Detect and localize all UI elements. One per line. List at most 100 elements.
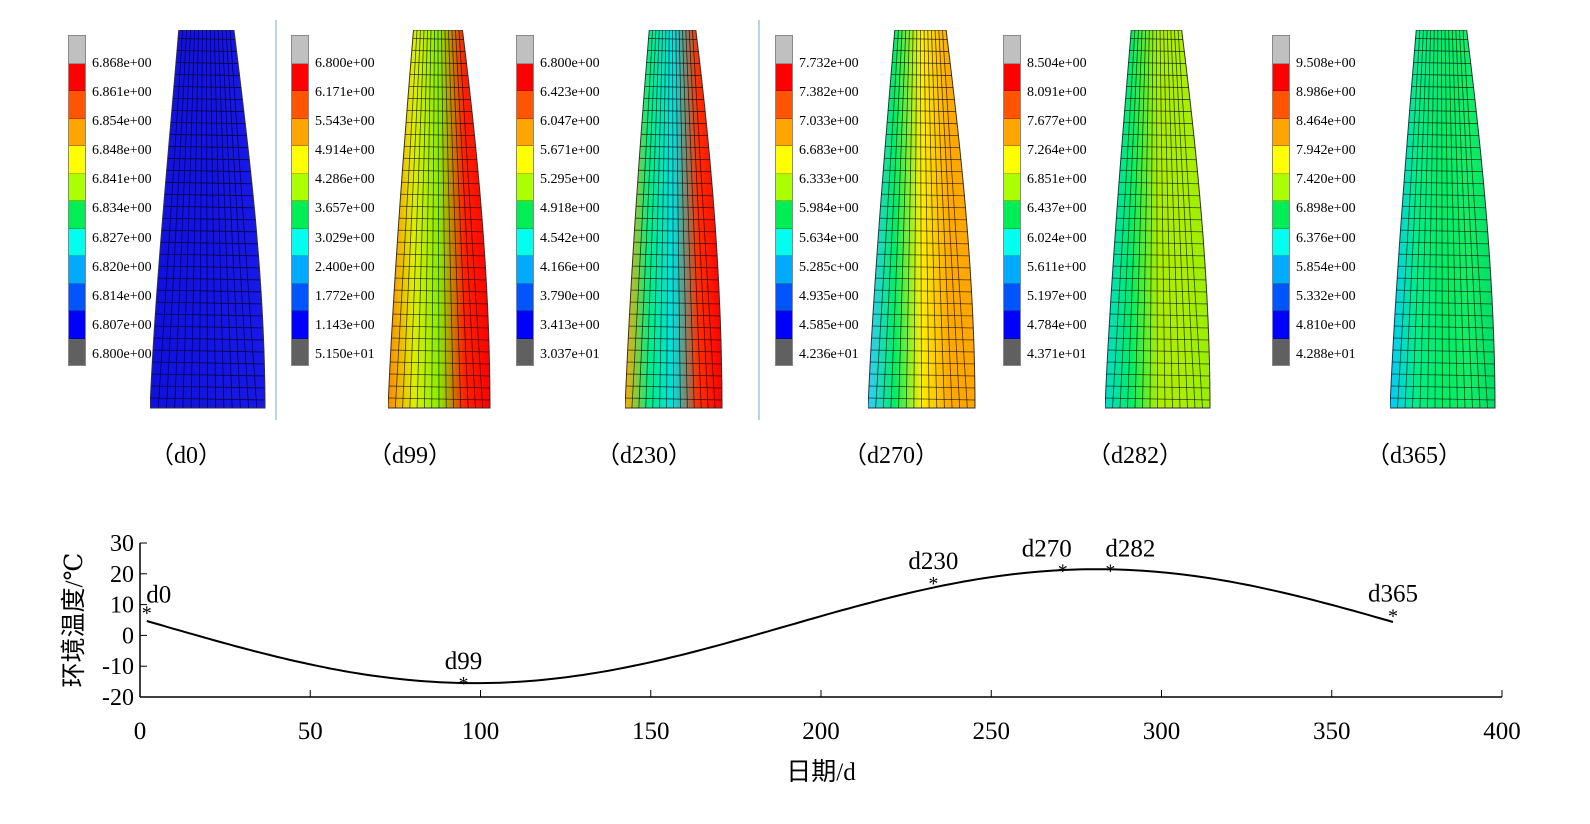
dam-contour-d270 <box>868 30 976 409</box>
colorbar-label: 4.236e+01 <box>799 346 859 362</box>
colorbar-label: 6.024e+00 <box>1027 230 1087 246</box>
colorbar-label: 6.683e+00 <box>799 143 859 159</box>
colorbar-label: 7.033e+00 <box>799 114 859 130</box>
y-tick-label: -20 <box>102 685 134 711</box>
colorbar <box>775 35 793 366</box>
x-tick-label: 0 <box>134 718 147 745</box>
colorbar-label: 7.677e+00 <box>1027 114 1087 130</box>
colorbar-swatch <box>776 118 792 146</box>
data-point-label: d99 <box>445 648 483 675</box>
colorbar-label: 6.423e+00 <box>540 85 600 101</box>
colorbar-label: 5.634e+00 <box>799 230 859 246</box>
colorbar-label: 4.810e+00 <box>1296 317 1356 333</box>
x-tick-label: 300 <box>1143 718 1181 745</box>
colorbar-label: 8.986e+00 <box>1296 85 1356 101</box>
colorbar-label: 7.420e+00 <box>1296 172 1356 188</box>
colorbar-label: 5.854e+00 <box>1296 259 1356 275</box>
colorbar-label: 3.037e+01 <box>540 346 600 362</box>
data-point-label: d230 <box>908 548 958 575</box>
colorbar-swatch <box>517 256 533 284</box>
colorbar-label: 6.800e+00 <box>92 346 152 362</box>
colorbar-swatch <box>1004 228 1020 256</box>
colorbar-swatch <box>1004 36 1020 64</box>
colorbar-label: 6.848e+00 <box>92 143 152 159</box>
x-tick-label: 200 <box>802 718 840 745</box>
dam-contour-d99 <box>388 30 491 409</box>
colorbar-swatch <box>1004 63 1020 91</box>
colorbar-swatch <box>1273 173 1289 201</box>
colorbar-swatch <box>517 173 533 201</box>
colorbar-swatch <box>292 256 308 284</box>
colorbar-swatch <box>292 338 308 365</box>
colorbar-swatch <box>1004 91 1020 119</box>
x-tick-label: 150 <box>632 718 670 745</box>
colorbar-label: 5.611e+00 <box>1027 259 1087 275</box>
colorbar-swatch <box>776 201 792 229</box>
colorbar-label: 5.671e+00 <box>540 143 600 159</box>
data-point-marker: * <box>1105 561 1115 583</box>
panel-caption: （d99） <box>368 443 452 469</box>
colorbar-label: 6.807e+00 <box>92 317 152 333</box>
colorbar-label: 3.413e+00 <box>540 317 600 333</box>
data-point-marker: * <box>1388 605 1398 627</box>
y-tick-label: 10 <box>110 593 134 619</box>
data-point-label: d282 <box>1105 536 1155 563</box>
dam-contour-d230 <box>625 30 723 409</box>
colorbar-swatch <box>776 283 792 311</box>
colorbar-label: 4.286e+00 <box>315 172 375 188</box>
colorbar-label: 6.854e+00 <box>92 114 152 130</box>
colorbar-label: 6.800e+00 <box>315 56 375 71</box>
colorbar-swatch <box>1004 338 1020 365</box>
colorbar-label: 6.437e+00 <box>1027 201 1087 217</box>
x-tick-label: 50 <box>298 718 323 745</box>
colorbar-swatch <box>776 63 792 91</box>
colorbar-swatch <box>1004 256 1020 284</box>
colorbar-label: 1.143e+00 <box>315 317 375 333</box>
colorbar-label: 6.333e+00 <box>799 172 859 188</box>
colorbar-label: 6.841e+00 <box>92 172 152 188</box>
panel-caption: （d282） <box>1087 443 1183 469</box>
colorbar-swatch <box>292 228 308 256</box>
colorbar-swatch <box>1273 338 1289 365</box>
data-point-marker: * <box>928 573 938 595</box>
colorbar <box>1003 35 1021 366</box>
colorbar-swatch <box>776 173 792 201</box>
colorbar-swatch <box>517 118 533 146</box>
colorbar-swatch <box>517 283 533 311</box>
colorbar-label: 3.657e+00 <box>315 201 375 217</box>
panel-caption: （d0） <box>150 443 222 469</box>
colorbar-label: 9.508e+00 <box>1296 56 1356 71</box>
colorbar-swatch <box>517 228 533 256</box>
colorbar-swatch <box>69 256 85 284</box>
colorbar-swatch <box>517 146 533 174</box>
panel-caption: （d270） <box>843 443 939 469</box>
colorbar-labels: 6.800e+00 6.171e+00 5.543e+00 4.914e+00 4.28… <box>315 49 375 369</box>
colorbar-labels: 6.868e+00 6.861e+00 6.854e+00 6.848e+00 6.84… <box>92 49 152 369</box>
colorbar-label: 6.047e+00 <box>540 114 600 130</box>
y-axis-label: 环境温度/℃ <box>60 553 88 688</box>
colorbar-swatch <box>292 146 308 174</box>
colorbar-swatch <box>517 201 533 229</box>
temperature-curve <box>146 568 1394 685</box>
colorbar <box>516 35 534 366</box>
colorbar-label: 6.800e+00 <box>540 56 600 71</box>
colorbar-label: 6.834e+00 <box>92 201 152 217</box>
colorbar-swatch <box>517 91 533 119</box>
dam-contour-d282 <box>1105 30 1211 409</box>
colorbar-swatch <box>1273 91 1289 119</box>
colorbar-swatch <box>1273 228 1289 256</box>
colorbar-label: 7.942e+00 <box>1296 143 1356 159</box>
colorbar-swatch <box>1004 283 1020 311</box>
colorbar-swatch <box>292 91 308 119</box>
colorbar-label: 7.264e+00 <box>1027 143 1087 159</box>
colorbar-swatch <box>69 311 85 339</box>
colorbar-swatch <box>292 283 308 311</box>
colorbar-label: 6.171e+00 <box>315 85 375 101</box>
colorbar-swatch <box>69 173 85 201</box>
colorbar-swatch <box>1004 118 1020 146</box>
colorbar-label: 5.332e+00 <box>1296 288 1356 304</box>
colorbar-swatch <box>1273 256 1289 284</box>
colorbar-label: 6.851e+00 <box>1027 172 1087 188</box>
colorbar-swatch <box>517 36 533 64</box>
colorbar-label: 4.585e+00 <box>799 317 859 333</box>
